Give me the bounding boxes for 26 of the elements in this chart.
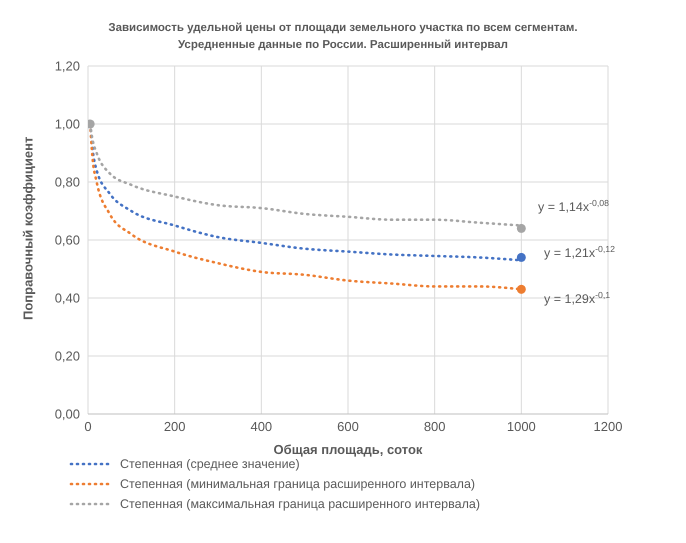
x-tick-label: 800 <box>424 419 446 434</box>
y-tick-label: 0,00 <box>54 406 80 422</box>
x-tick-label: 600 <box>337 419 359 434</box>
point <box>516 252 526 262</box>
chart-title: Зависимость удельной цены от площади земельного участка по всем сегментам. Усредненные данные по России. Расширенный интервал <box>107 21 579 53</box>
x-tick-label: 200 <box>164 419 186 434</box>
y-axis-title: Поправочный коэффициент <box>20 136 36 320</box>
y-tick-label: 0,20 <box>54 348 80 364</box>
legend-label: Степенная (минимальная граница расширенного интервала) <box>120 477 476 491</box>
y-tick-label: 0,60 <box>54 232 80 248</box>
annotation: y = 1,21x$^{-0,12}$ <box>544 244 616 260</box>
y-tick-label: 1,00 <box>54 116 80 132</box>
y-tick-label: 1,20 <box>54 58 80 74</box>
x-axis-title: Общая площадь, соток <box>274 442 423 457</box>
point <box>516 224 526 233</box>
x-tick-label: 1200 <box>594 419 622 434</box>
x-tick-label: 1000 <box>506 419 536 434</box>
annotation: y = 1,29x$^{-0,1}$ <box>544 290 610 306</box>
x-tick-label: 400 <box>250 419 272 434</box>
y-tick-label: 0,40 <box>54 290 80 306</box>
x-tick-label: 0 <box>84 419 92 434</box>
legend-label: Степенная (среднее значение) <box>120 457 300 471</box>
legend-label: Степенная (максимальная граница расширенного интервала) <box>120 497 480 511</box>
point <box>516 284 526 294</box>
annotation: y = 1,14x$^{-0,08}$ <box>538 198 610 214</box>
y-tick-label: 0,80 <box>54 174 80 190</box>
